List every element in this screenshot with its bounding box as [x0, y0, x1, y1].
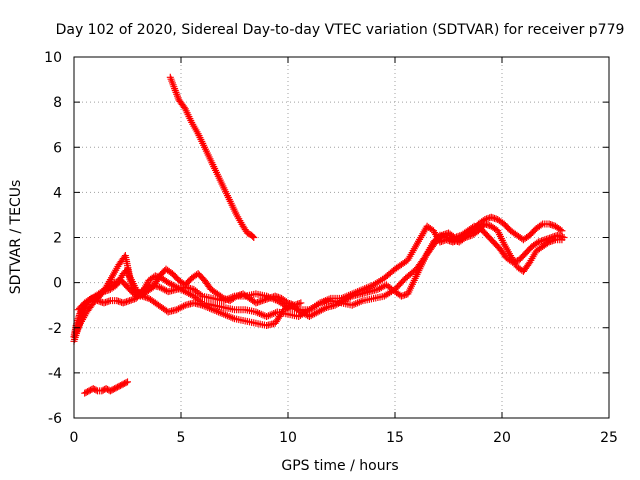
y-tick-label: -6: [48, 411, 62, 427]
data-point: [92, 386, 100, 394]
data-point: [282, 298, 290, 306]
y-tick-label: -4: [48, 366, 62, 382]
series-track-a: [70, 213, 566, 345]
data-point: [560, 234, 568, 241]
data-point: [197, 291, 205, 299]
data-point: [558, 227, 566, 235]
data-point: [122, 379, 130, 387]
y-tick-label: 10: [44, 50, 62, 66]
data-point: [197, 298, 205, 306]
data-point: [231, 293, 239, 301]
x-tick-label: 0: [70, 430, 79, 446]
data-point: [91, 292, 99, 300]
x-tick-label: 15: [386, 430, 404, 446]
data-point: [556, 226, 564, 234]
data-point: [537, 221, 545, 229]
y-tick-label: 6: [53, 140, 62, 156]
x-tick-label: 10: [279, 430, 297, 446]
y-tick-label: 8: [53, 95, 62, 111]
data-point: [90, 293, 98, 301]
series-track-f: [81, 378, 131, 397]
data-point: [250, 234, 258, 241]
y-tick-label: 4: [53, 185, 62, 201]
y-tick-label: 0: [53, 276, 62, 292]
axis-ticks: 0 5 10 15 20 25 -6 -4 -2 0 2 4 6 8 10: [44, 50, 618, 446]
data-point: [180, 302, 188, 310]
series-track-e: [166, 73, 258, 241]
series-track-d: [91, 265, 305, 309]
x-tick-label: 20: [493, 430, 511, 446]
data-point: [218, 293, 226, 301]
data-point: [124, 378, 131, 386]
data-markers: [70, 73, 568, 397]
series-track-c: [74, 222, 568, 320]
data-point: [249, 232, 257, 240]
data-point: [321, 304, 329, 312]
x-axis-label: GPS time / hours: [281, 458, 398, 474]
x-tick-label: 5: [177, 430, 186, 446]
chart-title: Day 102 of 2020, Sidereal Day-to-day VTE…: [56, 22, 625, 38]
y-axis-label: SDTVAR / TECUs: [8, 180, 24, 295]
y-tick-label: 2: [53, 231, 62, 247]
y-tick-label: -2: [48, 321, 62, 337]
data-point: [533, 239, 541, 247]
data-point: [109, 280, 117, 288]
x-tick-label: 25: [600, 430, 618, 446]
data-point: [297, 299, 305, 307]
data-point: [346, 293, 354, 301]
